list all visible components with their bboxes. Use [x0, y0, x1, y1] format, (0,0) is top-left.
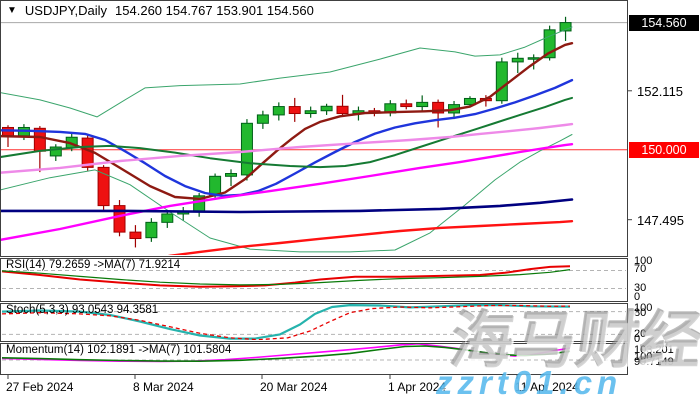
candlestick [495, 61, 508, 102]
time-axis-label: 11 Apr 2024 [515, 380, 579, 394]
ohlc-values: 154.260 154.767 153.901 154.560 [115, 3, 314, 18]
candles-group [2, 16, 572, 248]
ma-fast-maroon [1, 42, 574, 201]
stochastic-scale-label: 0 [634, 333, 641, 345]
main-panel-frame [0, 0, 628, 257]
rsi-panel-frame [0, 258, 628, 302]
price-level-label: 150.000 [629, 141, 699, 158]
rsi-panel [1, 265, 626, 289]
candlestick [161, 213, 174, 223]
candlestick [256, 114, 269, 124]
ma-darkgreen [1, 96, 573, 169]
candlestick [113, 205, 126, 233]
rsi-ma [1, 269, 571, 286]
stochastic-scale-label: 80 [634, 307, 647, 319]
stochastic-panel-frame [0, 303, 628, 342]
stochastic-panel [1, 304, 626, 340]
momentum-panel [1, 344, 626, 363]
ma-magenta [1, 142, 574, 241]
price-axis-label: 147.495 [637, 212, 684, 228]
chart-dropdown-icon[interactable]: ▼ [7, 5, 17, 16]
rsi-line [1, 265, 571, 288]
stoch-k [1, 304, 571, 340]
candlestick [416, 101, 429, 108]
candlestick [240, 122, 253, 176]
rsi-scale-label: 70 [634, 263, 647, 275]
momentum-ma [1, 345, 571, 363]
candlestick [463, 97, 476, 106]
stochastic-indicator-label: Stoch(5,3,3) 93.0543 94.3581 [6, 304, 159, 316]
candlestick [543, 29, 556, 59]
stochastic-scale-label: 20 [634, 328, 647, 340]
momentum-panel-frame [0, 343, 628, 375]
momentum-scale-label: 100 [634, 351, 653, 363]
price-axis-label: 152.115 [637, 83, 684, 99]
candlestick [97, 166, 110, 207]
candlestick [288, 106, 301, 115]
candlestick [129, 231, 142, 240]
candlestick [304, 110, 317, 115]
candlestick [49, 146, 62, 157]
band-lower [1, 134, 573, 253]
candlestick [559, 22, 572, 32]
ma-navy [1, 198, 574, 214]
rsi-scale-label: 30 [634, 282, 647, 294]
candlestick [320, 105, 333, 112]
rsi-scale-label: 100 [634, 255, 653, 267]
candlestick [400, 103, 413, 108]
candlestick [336, 105, 349, 115]
time-axis-label: 27 Feb 2024 [6, 380, 74, 394]
candlestick [511, 57, 524, 63]
ma-violet [1, 122, 574, 174]
candlestick [225, 173, 238, 177]
candlestick [272, 106, 285, 116]
ma-red-slow [167, 219, 574, 255]
momentum-scale-label: 99.7149 [634, 356, 674, 368]
chart-title: ▼ USDJPY,Daily 154.260 154.767 153.901 1… [7, 3, 314, 18]
symbol-period-label: USDJPY,Daily [24, 3, 108, 18]
time-axis-label: 8 Mar 2024 [133, 380, 194, 394]
time-axis-label: 20 Mar 2024 [260, 380, 328, 394]
candlestick [527, 57, 540, 60]
stoch-d [1, 304, 571, 340]
momentum-indicator-label: Momentum(14) 102.1891 ->MA(7) 101.5804 [6, 344, 232, 356]
rsi-scale-label: 0 [634, 291, 641, 303]
band-upper [1, 26, 573, 118]
candlestick [145, 221, 158, 239]
rsi-indicator-label: RSI(14) 79.2659 ->MA(7) 71.9214 [6, 259, 181, 271]
candlestick [432, 101, 445, 114]
momentum-scale-label: 103.201 [634, 344, 674, 356]
main-price-panel [1, 16, 627, 255]
time-axis-label: 1 Apr 2024 [388, 380, 447, 394]
stochastic-scale-label: 100 [634, 302, 653, 314]
current-price-label: 154.560 [629, 14, 699, 31]
